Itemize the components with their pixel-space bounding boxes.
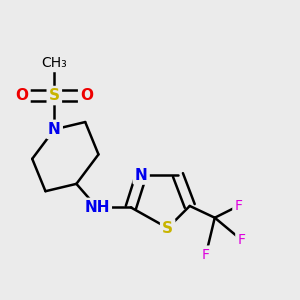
Text: O: O [80,88,93,103]
Text: F: F [237,233,245,247]
Text: N: N [48,122,61,137]
Text: S: S [162,220,173,236]
Text: F: F [202,248,210,262]
Text: F: F [234,199,242,213]
Text: S: S [49,88,60,103]
Text: N: N [135,167,148,182]
Text: O: O [15,88,28,103]
Text: CH₃: CH₃ [41,56,67,70]
Text: NH: NH [84,200,110,215]
